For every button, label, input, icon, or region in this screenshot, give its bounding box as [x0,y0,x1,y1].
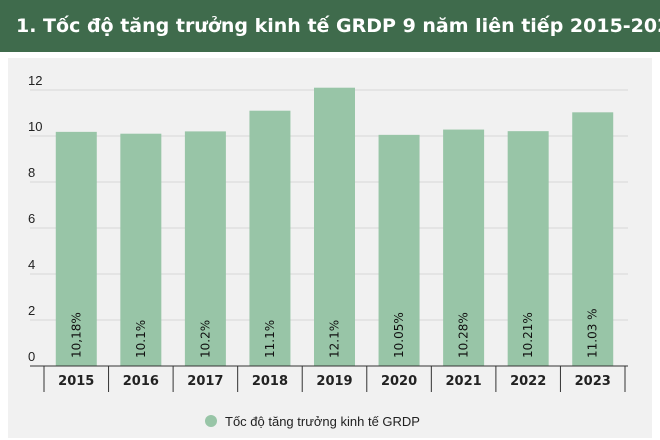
x-tick-label-2016: 2016 [123,374,159,389]
chart-title: 1. Tốc độ tăng trưởng kinh tế GRDP 9 năm… [0,0,660,52]
data-labels: 10,18% 10.1% 10.2% 11.1% 12.1% 10.05% 10.28% 10… [69,308,599,358]
bar-2015 [55,131,97,366]
legend-marker [205,415,217,427]
legend: Tốc độ tăng trưởng kinh tế GRDP [205,414,420,429]
data-label-2023: 11.03 % [586,308,600,358]
y-tick-label: 10 [28,119,42,134]
y-tick-label: 2 [28,303,35,318]
x-tick-label-2017: 2017 [187,374,223,389]
y-tick-label: 6 [28,211,35,226]
bar-2020 [378,134,420,366]
bar-2023 [572,112,614,366]
data-label-2022: 10.21% [521,312,535,358]
y-tick-label: 8 [28,165,35,180]
x-tick-label-2021: 2021 [446,374,482,389]
bars [55,87,614,366]
data-label-2021: 10.28% [457,312,471,358]
bar-2018 [249,110,291,366]
data-label-2019: 12.1% [328,320,342,358]
x-tick-label-2015: 2015 [58,374,94,389]
y-tick-label: 4 [28,257,35,272]
y-tick-label: 12 [28,73,42,88]
data-label-2015: 10,18% [69,312,83,358]
bar-2016 [120,133,162,366]
y-axis-ticks: 0 2 4 6 8 10 12 [28,73,42,364]
legend-label: Tốc độ tăng trưởng kinh tế GRDP [225,414,420,429]
x-tick-label-2023: 2023 [575,374,611,389]
data-label-2017: 10.2% [198,320,212,358]
y-tick-label: 0 [28,349,35,364]
x-tick-label-2019: 2019 [316,374,352,389]
data-label-2020: 10.05% [392,312,406,358]
x-tick-label-2018: 2018 [252,374,288,389]
bar-2017 [184,131,226,366]
x-axis: 2015 2016 2017 2018 2019 2020 2021 2022 2023 [30,365,628,392]
bar-2019 [314,87,355,366]
data-label-2016: 10.1% [134,320,148,358]
x-tick-label-2020: 2020 [381,374,417,389]
x-tick-label-2022: 2022 [510,374,546,389]
data-label-2018: 11.1% [263,320,277,358]
bar-2021 [443,129,485,366]
bar-2022 [507,131,549,366]
